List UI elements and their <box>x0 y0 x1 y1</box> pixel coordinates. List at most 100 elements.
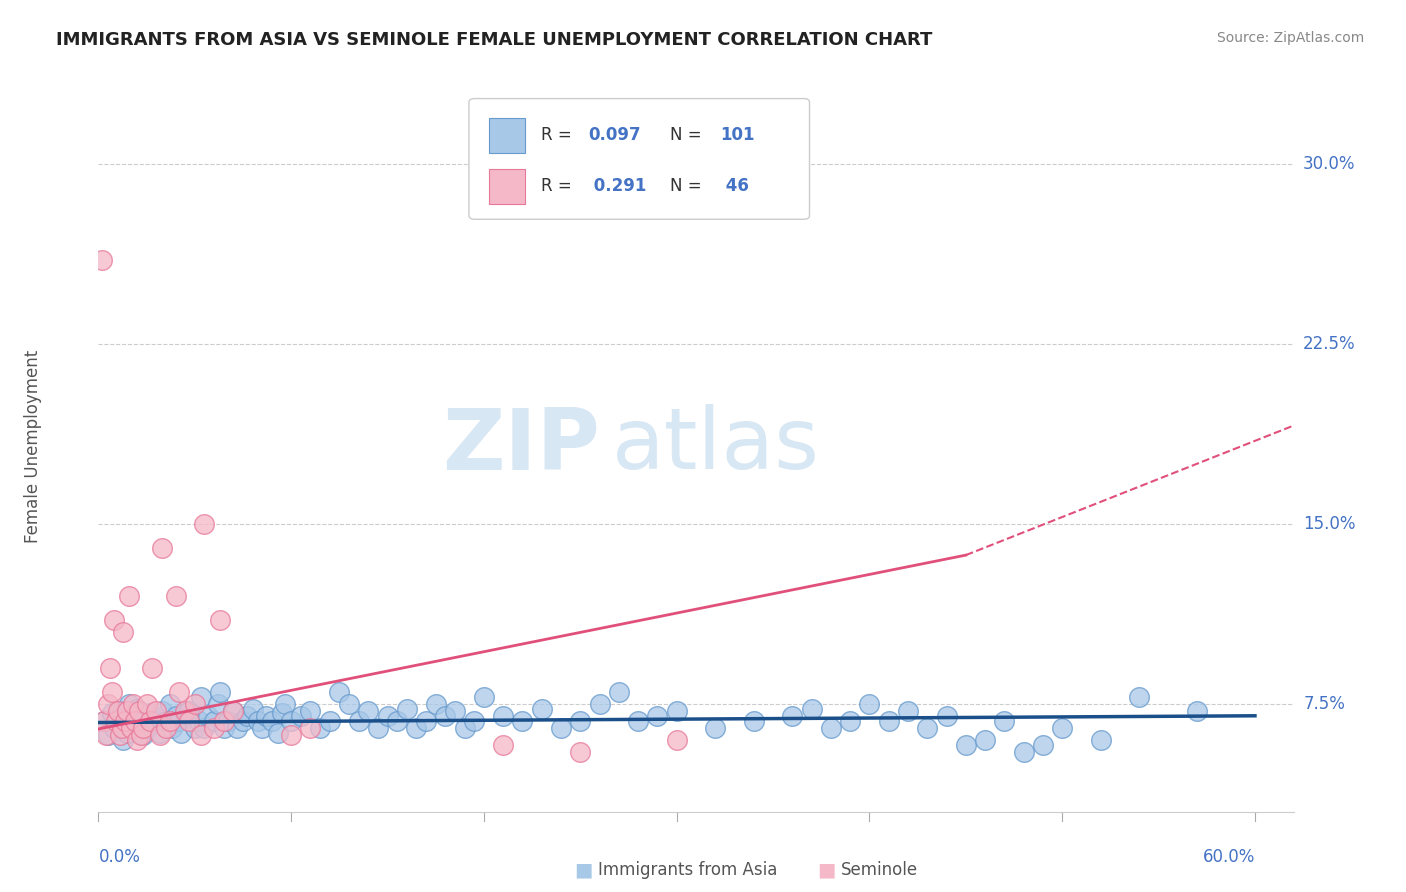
Text: ■: ■ <box>817 860 837 880</box>
Point <box>569 714 592 728</box>
Point <box>290 708 312 723</box>
Point <box>704 721 727 735</box>
Point <box>159 697 181 711</box>
Point <box>97 728 120 742</box>
Text: 30.0%: 30.0% <box>1303 155 1355 173</box>
Point <box>135 697 157 711</box>
Point <box>107 704 129 718</box>
Point <box>145 714 167 728</box>
Point <box>222 704 245 718</box>
Point <box>280 714 302 728</box>
Point <box>395 701 418 715</box>
Point <box>820 721 842 735</box>
Point <box>125 732 148 747</box>
Point <box>150 541 173 555</box>
Point <box>202 721 225 735</box>
Point <box>160 721 183 735</box>
Point <box>405 721 427 735</box>
Point <box>174 704 197 718</box>
Point <box>242 701 264 715</box>
Point <box>1128 690 1150 704</box>
Point <box>103 613 125 627</box>
Point <box>145 704 167 718</box>
Point <box>202 714 225 728</box>
Point <box>236 708 259 723</box>
Point <box>1050 721 1073 735</box>
Text: 60.0%: 60.0% <box>1202 847 1256 866</box>
Text: Immigrants from Asia: Immigrants from Asia <box>598 861 778 879</box>
Point <box>208 685 231 699</box>
Point <box>93 714 115 728</box>
Point <box>141 661 163 675</box>
Point <box>117 725 139 739</box>
Point <box>190 690 212 704</box>
Point <box>139 706 162 721</box>
Point <box>367 721 389 735</box>
Point <box>337 697 360 711</box>
Point <box>665 732 688 747</box>
Point <box>118 697 141 711</box>
Point <box>139 714 162 728</box>
Point <box>177 704 200 718</box>
Point <box>125 701 148 715</box>
Text: 0.097: 0.097 <box>589 126 641 145</box>
Point <box>124 708 146 723</box>
Point <box>93 714 115 728</box>
Point <box>149 728 172 742</box>
Point <box>260 714 283 728</box>
Point <box>377 708 399 723</box>
Point <box>101 706 124 721</box>
Point <box>247 714 270 728</box>
Point <box>129 714 152 728</box>
Point <box>122 721 145 735</box>
Text: 15.0%: 15.0% <box>1303 515 1355 533</box>
Point <box>274 697 297 711</box>
Point <box>270 706 292 721</box>
Point <box>128 704 150 718</box>
Text: Source: ZipAtlas.com: Source: ZipAtlas.com <box>1216 31 1364 45</box>
Point <box>917 721 939 735</box>
Point <box>118 589 141 603</box>
Point <box>110 704 132 718</box>
Text: 7.5%: 7.5% <box>1303 695 1346 713</box>
Point <box>159 714 181 728</box>
Point <box>858 697 880 711</box>
Point <box>742 714 765 728</box>
Point <box>222 704 245 718</box>
Point <box>193 516 215 531</box>
Point <box>347 714 370 728</box>
Point <box>212 714 235 728</box>
Point <box>492 708 515 723</box>
Point <box>187 714 209 728</box>
Point <box>98 661 121 675</box>
Point <box>319 714 342 728</box>
Point <box>120 721 142 735</box>
Point <box>665 704 688 718</box>
Point <box>170 725 193 739</box>
Text: 22.5%: 22.5% <box>1303 335 1355 353</box>
Point <box>193 721 215 735</box>
Point <box>569 745 592 759</box>
Point <box>309 721 332 735</box>
Text: 46: 46 <box>720 178 749 195</box>
Point <box>101 685 124 699</box>
Point <box>117 704 139 718</box>
Text: 0.0%: 0.0% <box>98 847 141 866</box>
Point <box>974 732 997 747</box>
Point <box>135 721 157 735</box>
Point <box>91 253 114 268</box>
Point <box>252 721 274 735</box>
Text: R =: R = <box>540 126 576 145</box>
Point <box>1185 704 1208 718</box>
Point <box>132 721 155 735</box>
Point <box>800 701 823 715</box>
Point <box>935 708 957 723</box>
Point <box>463 714 485 728</box>
Point <box>174 706 197 721</box>
FancyBboxPatch shape <box>470 99 810 219</box>
Point <box>232 714 254 728</box>
Point <box>207 697 229 711</box>
Point <box>434 708 457 723</box>
Point <box>208 613 231 627</box>
Point <box>280 728 302 742</box>
